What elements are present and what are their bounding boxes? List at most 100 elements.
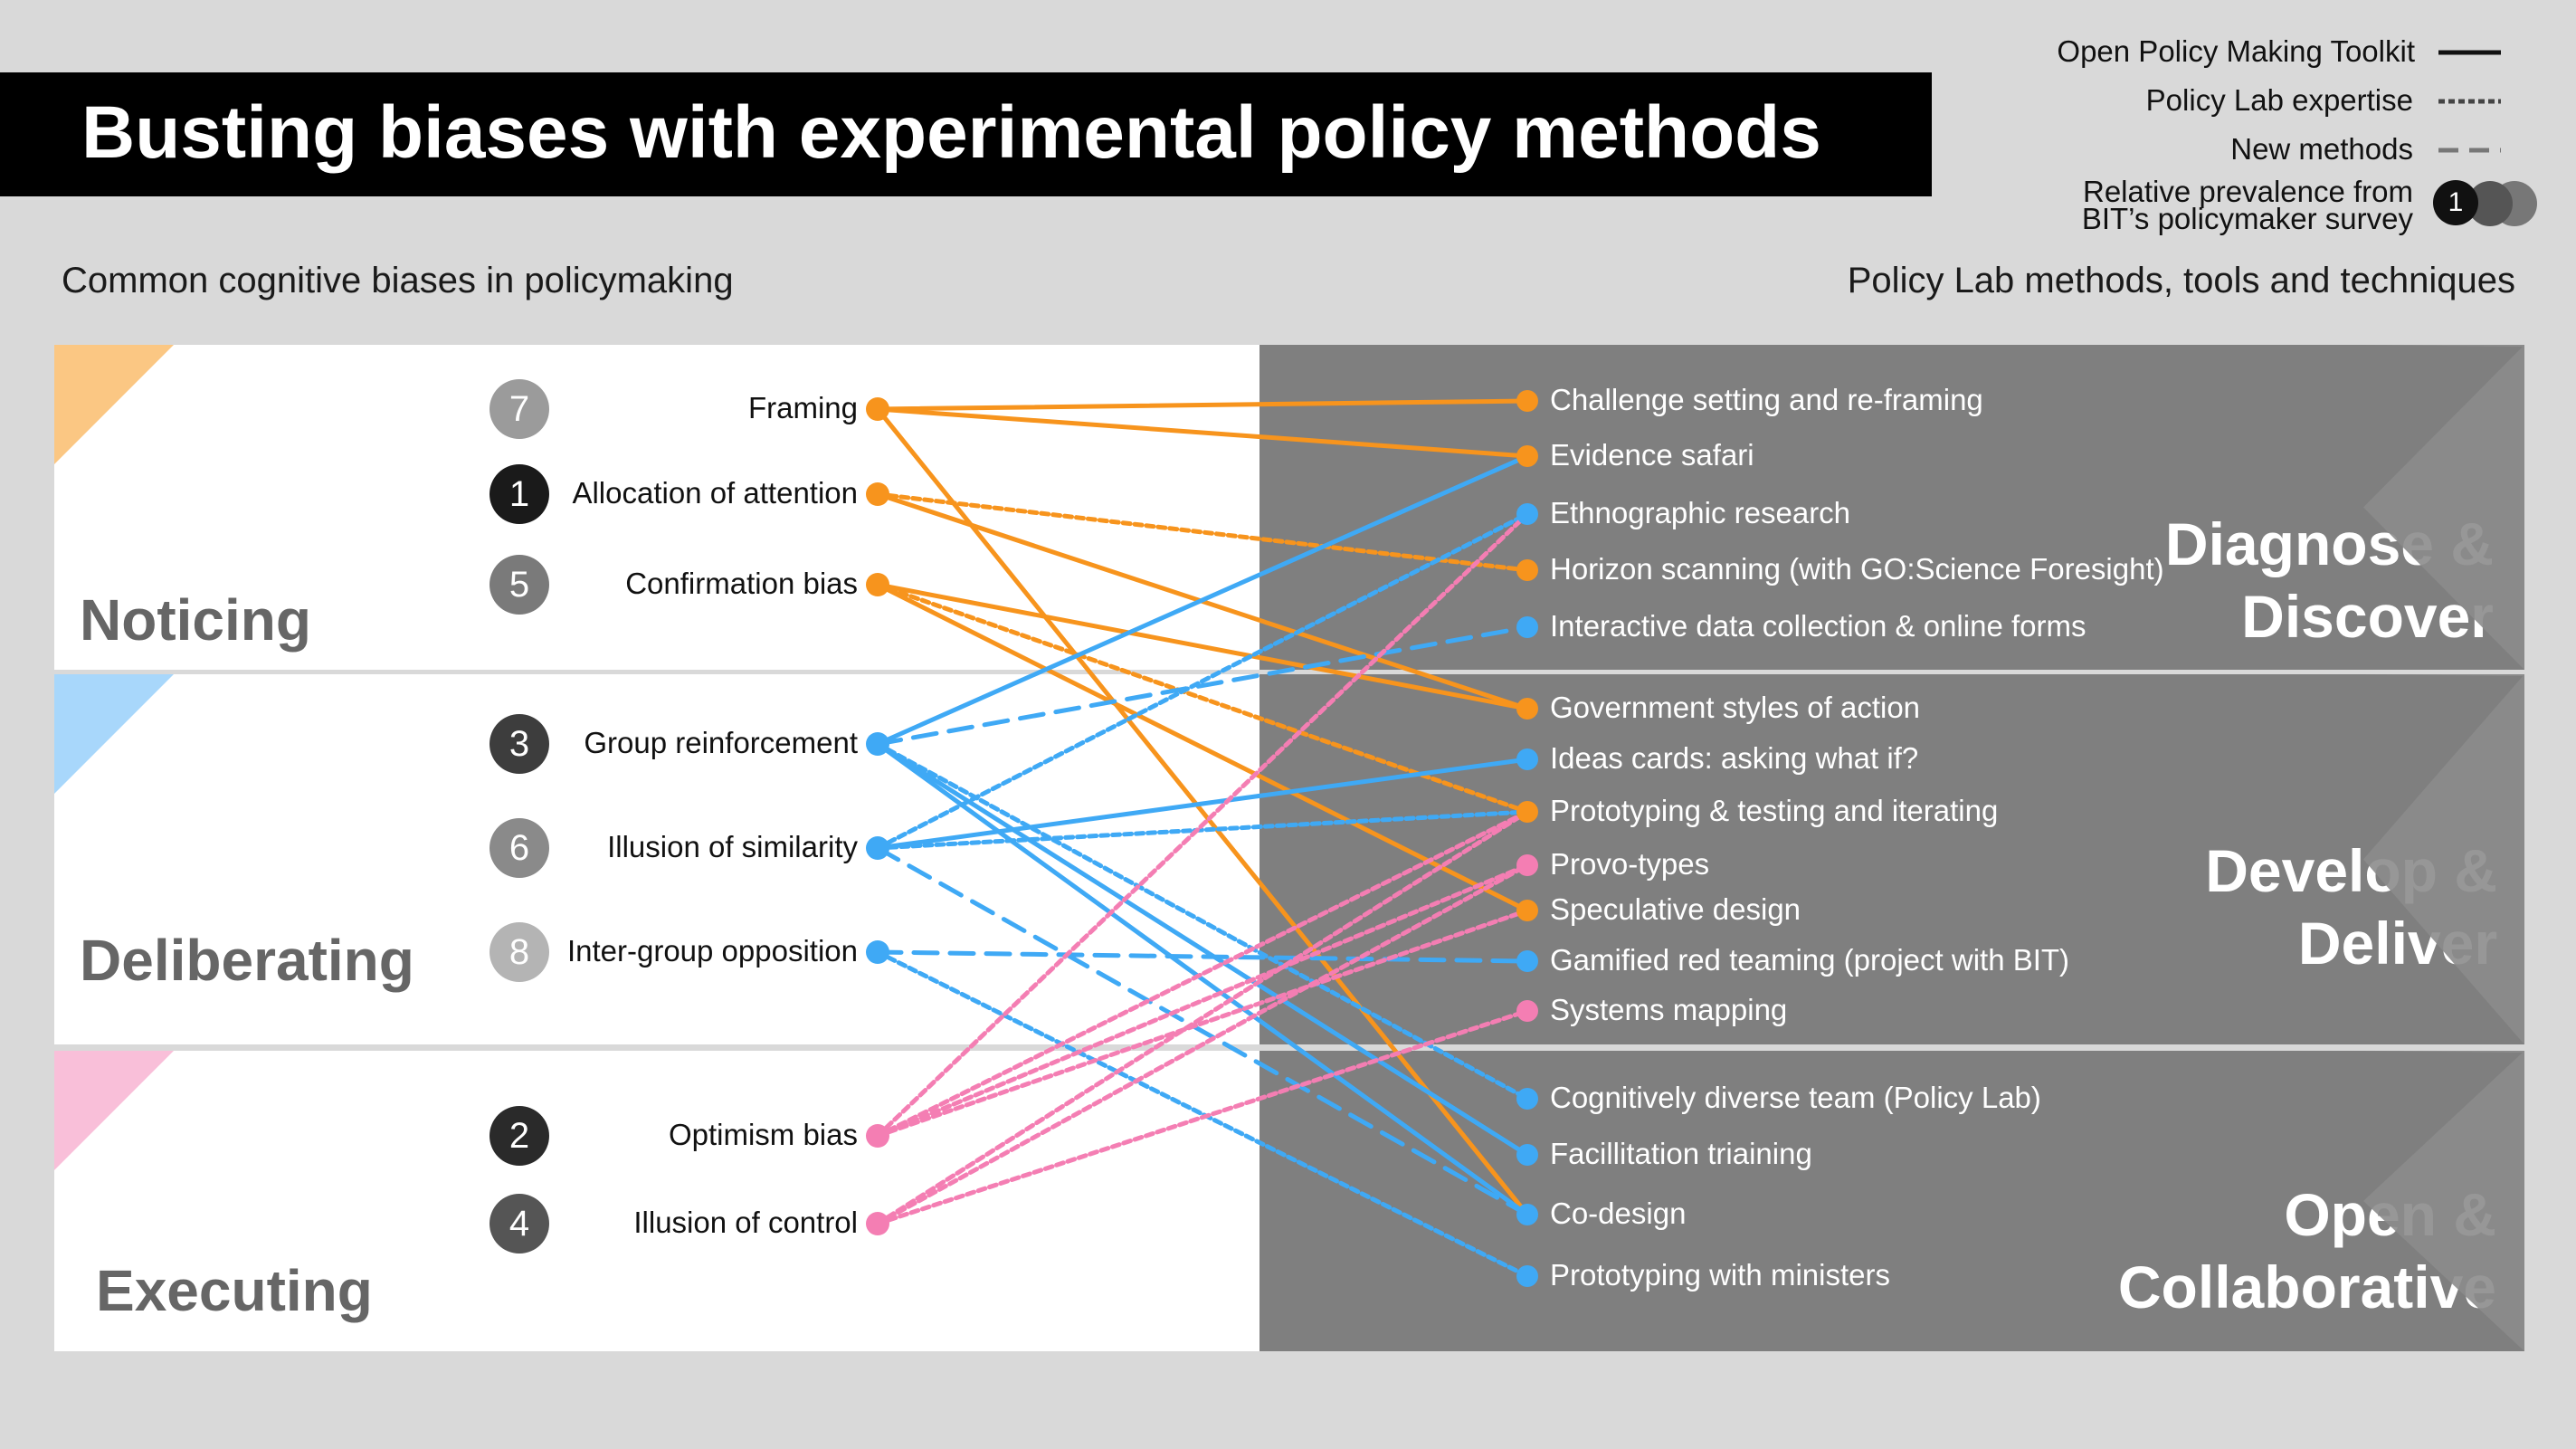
legend-prevalence-number: 1 bbox=[2448, 187, 2464, 217]
method-dot-safari bbox=[1516, 445, 1538, 467]
bias-rank-badge-intergroup: 8 bbox=[490, 922, 549, 982]
bias-rank-badge-similarity: 6 bbox=[490, 818, 549, 878]
executing-band bbox=[54, 1051, 1260, 1351]
stage-arrow-edge-1 bbox=[2363, 674, 2524, 676]
link-intergroup-gamified bbox=[875, 949, 1530, 964]
method-dot-diverse bbox=[1516, 1088, 1538, 1110]
link-similarity-prototyping bbox=[875, 809, 1530, 851]
bias-label-group: Group reinforcement bbox=[584, 726, 858, 759]
bias-rank-badge-control: 4 bbox=[490, 1194, 549, 1254]
stage-arrow-1 bbox=[2363, 674, 2524, 1044]
link-control-prototyping bbox=[875, 809, 1530, 1226]
link-framing-codesign bbox=[875, 406, 1530, 1217]
bias-label-similarity: Illusion of similarity bbox=[607, 830, 858, 863]
link-optimism-speculative bbox=[875, 908, 1530, 1139]
link-framing-challenge bbox=[875, 398, 1530, 412]
legend-new-methods-label: New methods bbox=[2230, 132, 2413, 166]
stage-arrow-0 bbox=[2363, 345, 2524, 670]
method-label-provo: Provo-types bbox=[1550, 847, 1710, 881]
title-bar bbox=[0, 72, 1932, 196]
link-group-codesign bbox=[875, 741, 1530, 1217]
method-label-ideas: Ideas cards: asking what if? bbox=[1550, 741, 1919, 775]
method-label-diverse: Cognitively diverse team (Policy Lab) bbox=[1550, 1081, 2041, 1114]
method-dot-speculative bbox=[1516, 900, 1538, 921]
executing-corner bbox=[54, 1051, 174, 1170]
bias-label-control: Illusion of control bbox=[633, 1206, 858, 1239]
link-group-safari bbox=[875, 453, 1530, 747]
bias-rank-badge-optimism: 2 bbox=[490, 1106, 549, 1166]
legend-prevalence-circle-2 bbox=[2467, 181, 2513, 226]
link-intergroup-ministers bbox=[875, 949, 1530, 1279]
method-label-ministers: Prototyping with ministers bbox=[1550, 1258, 1890, 1292]
method-dot-prototyping bbox=[1516, 801, 1538, 823]
panel-divider-1 bbox=[1259, 670, 2524, 674]
bias-dot-optimism bbox=[866, 1124, 889, 1148]
link-similarity-ideas bbox=[875, 757, 1530, 851]
bias-dot-control bbox=[866, 1212, 889, 1235]
bias-rank-badge-group: 3 bbox=[490, 714, 549, 774]
link-control-systems bbox=[875, 1008, 1530, 1226]
category-noticing: Noticing bbox=[80, 587, 311, 653]
link-similarity-ethno bbox=[875, 511, 1530, 851]
category-executing: Executing bbox=[96, 1258, 373, 1323]
method-dot-facil bbox=[1516, 1144, 1538, 1166]
link-optimism-prototyping bbox=[875, 809, 1530, 1139]
method-dot-gamified bbox=[1516, 950, 1538, 972]
bias-rank-badge-confirmation: 5 bbox=[490, 555, 549, 615]
method-dot-ideas bbox=[1516, 748, 1538, 770]
noticing-corner bbox=[54, 345, 174, 464]
panel-divider-2 bbox=[1259, 1044, 2524, 1051]
method-dot-codesign bbox=[1516, 1204, 1538, 1225]
method-dot-ministers bbox=[1516, 1265, 1538, 1287]
stage-arrow-edge-2 bbox=[2363, 1051, 2524, 1053]
link-control-provo bbox=[875, 863, 1530, 1226]
deliberating-corner bbox=[54, 674, 174, 794]
method-label-horizon: Horizon scanning (with GO:Science Foresi… bbox=[1550, 552, 2164, 586]
legend-prevalence-badge: 1 bbox=[2433, 180, 2478, 225]
stage-arrow-2 bbox=[2363, 1051, 2524, 1351]
bias-rank-badge-attention: 1 bbox=[490, 464, 549, 524]
stage-arrow-edge-0 bbox=[2363, 345, 2524, 347]
legend-expertise-label: Policy Lab expertise bbox=[2145, 83, 2413, 117]
method-dot-govstyles bbox=[1516, 698, 1538, 720]
category-deliberating: Deliberating bbox=[80, 928, 414, 993]
link-group-interactive bbox=[875, 624, 1530, 747]
bias-rank-badge-framing: 7 bbox=[490, 379, 549, 439]
link-framing-safari bbox=[875, 406, 1530, 459]
legend-toolkit-label: Open Policy Making Toolkit bbox=[2057, 34, 2415, 68]
method-label-interactive: Interactive data collection & online for… bbox=[1550, 609, 2086, 643]
bias-label-optimism: Optimism bias bbox=[668, 1118, 858, 1151]
method-label-facil: Facillitation triaining bbox=[1550, 1137, 1812, 1170]
bias-dot-framing bbox=[866, 397, 889, 421]
method-label-challenge: Challenge setting and re-framing bbox=[1550, 383, 1983, 416]
method-label-govstyles: Government styles of action bbox=[1550, 691, 1921, 724]
method-label-gamified: Gamified red teaming (project with BIT) bbox=[1550, 943, 2070, 977]
link-confirmation-speculative bbox=[875, 582, 1530, 913]
method-dot-ethno bbox=[1516, 503, 1538, 525]
method-dot-interactive bbox=[1516, 616, 1538, 638]
link-similarity-codesign bbox=[875, 845, 1530, 1217]
link-attention-horizon bbox=[875, 491, 1530, 573]
legend-prevalence-line1: Relative prevalence from bbox=[2083, 175, 2413, 208]
method-label-codesign: Co-design bbox=[1550, 1196, 1687, 1230]
bias-label-framing: Framing bbox=[747, 391, 858, 424]
bias-dot-confirmation bbox=[866, 573, 889, 596]
link-group-facil bbox=[875, 741, 1530, 1158]
bias-label-intergroup: Inter-group opposition bbox=[566, 934, 858, 968]
link-group-diverse bbox=[875, 741, 1530, 1101]
method-label-ethno: Ethnographic research bbox=[1550, 496, 1851, 529]
method-dot-systems bbox=[1516, 1000, 1538, 1022]
link-confirmation-prototyping bbox=[875, 582, 1530, 815]
noticing-band bbox=[54, 345, 1260, 670]
bias-dot-attention bbox=[866, 482, 889, 506]
method-label-safari: Evidence safari bbox=[1550, 438, 1754, 472]
legend-prevalence-label: Relative prevalence from BIT’s policymak… bbox=[2082, 175, 2413, 234]
method-dot-provo bbox=[1516, 854, 1538, 876]
bias-dot-group bbox=[866, 732, 889, 756]
bias-label-confirmation: Confirmation bias bbox=[625, 567, 858, 600]
link-confirmation-govstyles bbox=[875, 582, 1530, 711]
bias-label-attention: Allocation of attention bbox=[572, 476, 858, 510]
method-dot-horizon bbox=[1516, 559, 1538, 581]
method-dot-challenge bbox=[1516, 390, 1538, 412]
